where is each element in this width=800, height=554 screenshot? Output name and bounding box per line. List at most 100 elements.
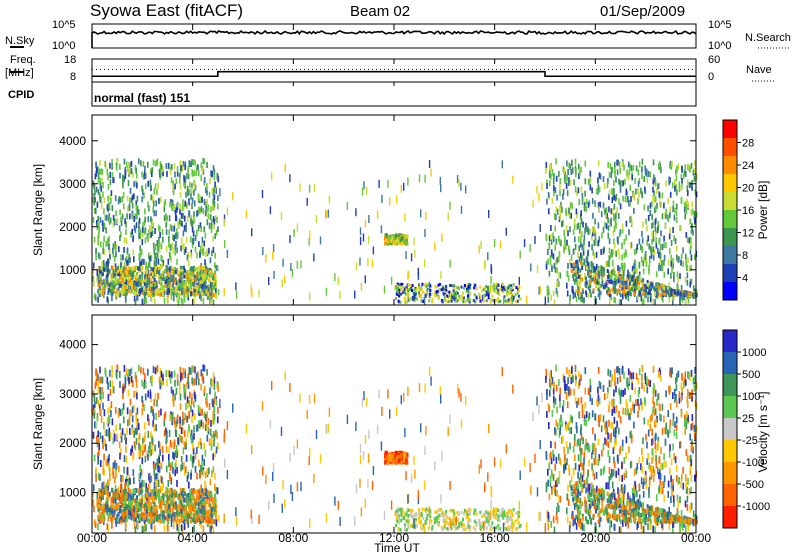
velocity-cell	[558, 379, 560, 386]
power-cell	[490, 275, 492, 284]
power-cell	[405, 251, 407, 259]
power-cell	[115, 268, 117, 273]
velocity-cell	[608, 405, 610, 413]
velocity-cell	[116, 433, 119, 441]
power-cell	[116, 269, 119, 274]
velocity-cell	[205, 418, 208, 426]
power-cell	[692, 169, 695, 176]
power-cell	[423, 297, 426, 306]
power-cell	[410, 287, 412, 290]
velocity-cell	[634, 483, 637, 491]
power-cell	[397, 240, 400, 245]
velocity-cell	[187, 401, 189, 409]
power-cell	[111, 172, 114, 179]
power-cell	[574, 218, 576, 225]
power-cell	[141, 171, 143, 178]
power-cell	[570, 268, 573, 273]
power-cell	[644, 288, 647, 293]
power-cell	[677, 163, 680, 170]
power-cell	[631, 218, 633, 225]
power-cell	[215, 284, 217, 289]
power-cell	[599, 291, 602, 296]
velocity-cell	[179, 403, 182, 411]
velocity-cell	[192, 455, 195, 463]
power-cell	[202, 298, 205, 305]
power-cell	[133, 295, 136, 302]
velocity-cell	[185, 442, 187, 450]
power-cell	[691, 223, 693, 230]
power-cell	[202, 267, 205, 274]
power-cell	[193, 267, 196, 272]
power-cell	[676, 189, 678, 196]
velocity-cell	[135, 437, 138, 445]
power-cell	[206, 271, 209, 276]
velocity-cell	[133, 522, 136, 530]
power-cell	[208, 247, 210, 254]
power-cell	[503, 295, 506, 299]
velocity-cell	[643, 385, 645, 392]
power-cell	[424, 229, 426, 237]
power-cell	[371, 259, 374, 268]
power-cell	[603, 183, 606, 190]
velocity-cell	[608, 475, 611, 483]
velocity-cell	[120, 474, 122, 482]
power-cell	[161, 276, 164, 281]
velocity-cell	[170, 415, 173, 423]
velocity-cell	[607, 387, 609, 395]
power-cell	[187, 168, 189, 175]
power-cell	[624, 262, 626, 269]
power-cell	[207, 292, 210, 297]
power-cell	[147, 236, 149, 242]
velocity-cell	[659, 468, 661, 476]
power-cell	[577, 289, 579, 296]
velocity-cell	[649, 380, 651, 387]
velocity-cell	[132, 469, 135, 477]
velocity-cell	[576, 439, 579, 447]
power-cell	[657, 285, 660, 290]
power-cell	[644, 165, 646, 172]
velocity-cell	[97, 381, 100, 388]
power-cell	[622, 195, 624, 202]
power-cell	[128, 276, 130, 281]
power-cell	[640, 287, 643, 292]
power-cell	[104, 214, 107, 221]
velocity-cell	[668, 450, 671, 458]
power-cell	[487, 287, 490, 290]
power-cell	[481, 289, 484, 293]
power-cell	[633, 272, 635, 279]
power-cell	[143, 228, 146, 235]
power-cell	[192, 237, 195, 244]
velocity-cell	[201, 408, 203, 416]
power-cell	[549, 180, 551, 187]
power-cell	[199, 207, 202, 214]
power-cell	[649, 202, 652, 209]
velocity-cell	[613, 501, 616, 509]
velocity-cell	[215, 487, 218, 494]
power-cell	[132, 249, 135, 256]
velocity-cell	[139, 471, 142, 479]
power-cell	[181, 244, 184, 250]
velocity-cell	[578, 370, 580, 378]
power-cell	[219, 188, 221, 197]
power-cell	[559, 272, 561, 279]
power-cell	[181, 205, 184, 212]
velocity-cell	[151, 374, 154, 382]
power-cell	[226, 207, 229, 216]
velocity-cell	[200, 521, 203, 528]
velocity-cell	[150, 406, 152, 413]
power-cell	[407, 283, 410, 287]
power-cell	[128, 162, 130, 169]
power-cell	[570, 201, 572, 208]
power-cell	[544, 296, 546, 305]
power-cell	[396, 282, 399, 286]
power-cell	[597, 184, 600, 191]
power-cell	[396, 284, 399, 288]
power-cell	[161, 289, 164, 294]
velocity-cell	[128, 377, 130, 384]
power-cell	[588, 272, 591, 277]
velocity-cell	[213, 417, 215, 425]
power-cell	[395, 297, 397, 300]
velocity-cell	[161, 510, 164, 518]
power-cell	[577, 267, 580, 271]
power-cell	[131, 275, 134, 280]
